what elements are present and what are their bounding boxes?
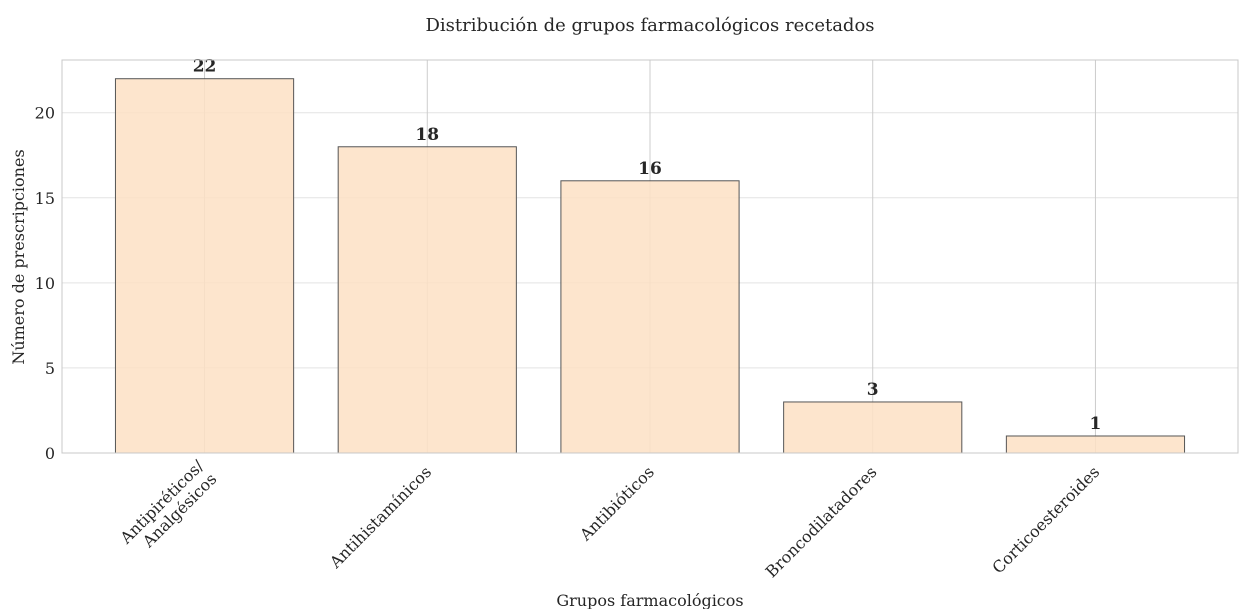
x-tick-label: Antipiréticos/Analgésicos xyxy=(116,456,221,561)
value-label: 1 xyxy=(1090,414,1102,434)
value-label: 18 xyxy=(415,125,439,145)
x-tick-label: Corticoesteroides xyxy=(988,462,1103,577)
bar xyxy=(337,146,517,454)
chart-title: Distribución de grupos farmacológicos re… xyxy=(425,15,874,36)
y-tick-label: 10 xyxy=(35,274,55,293)
value-label: 3 xyxy=(867,380,879,400)
value-label: 16 xyxy=(638,159,662,179)
bar xyxy=(560,180,740,454)
y-tick-label: 15 xyxy=(35,189,55,208)
y-tick-label: 20 xyxy=(35,104,55,123)
x-tick-label: Antihistamínicos xyxy=(325,462,435,572)
value-label: 22 xyxy=(193,57,217,77)
x-tick-label: Antibióticos xyxy=(575,462,658,545)
y-tick-label: 0 xyxy=(45,444,55,463)
x-tick-label: Broncodilatadores xyxy=(762,462,881,581)
y-axis-label: Número de prescripciones xyxy=(9,149,28,364)
bar xyxy=(1005,435,1186,454)
y-tick-label: 5 xyxy=(45,359,55,378)
x-axis-label: Grupos farmacológicos xyxy=(556,591,743,609)
bar xyxy=(783,401,963,454)
plot-frame xyxy=(61,59,1239,454)
bar xyxy=(114,78,295,454)
